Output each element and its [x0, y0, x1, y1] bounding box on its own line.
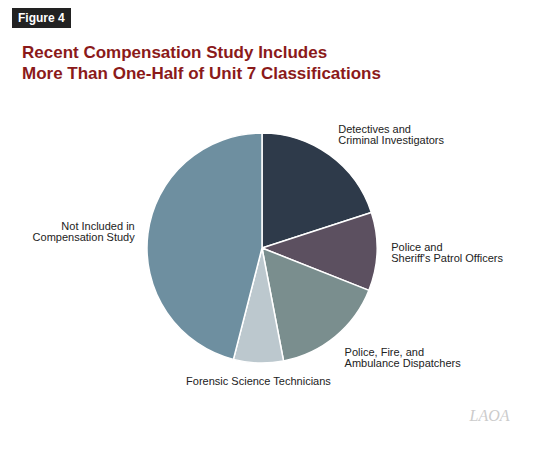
svg-text:Forensic Science Technicians: Forensic Science Technicians [186, 375, 331, 387]
html-text:Figure 4: Figure 4 [18, 11, 65, 25]
svg-text:Police, Fire, andAmbulance Dis: Police, Fire, andAmbulance Dispatchers [345, 346, 462, 369]
html-text:Recent Compensation Study Incl: Recent Compensation Study Includes More … [22, 43, 381, 83]
svg-text:Detectives andCriminal Investi: Detectives andCriminal Investigators [338, 123, 444, 146]
svg-text:Not Included inCompensation St: Not Included inCompensation Study [33, 220, 136, 243]
svg-text:Police andSheriff's Patrol Off: Police andSheriff's Patrol Officers [391, 241, 503, 264]
svg-text:LAOA: LAOA [469, 407, 510, 424]
